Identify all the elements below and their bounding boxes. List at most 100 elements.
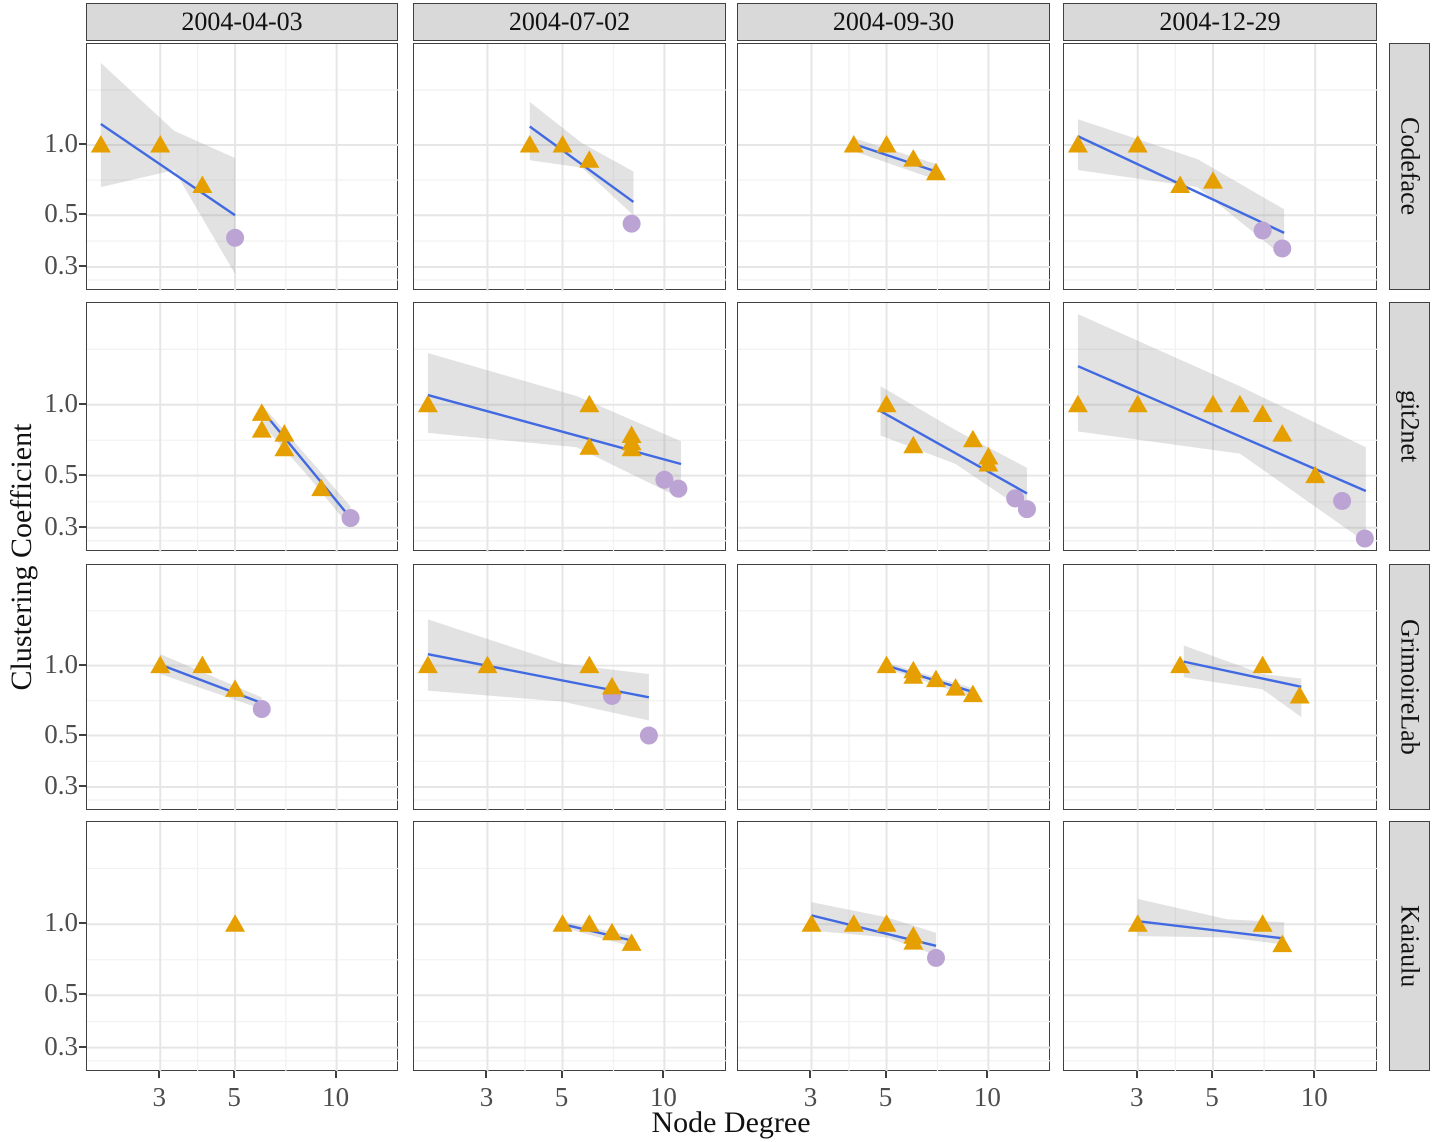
x-tick-label: 3 (803, 1082, 818, 1112)
facet-col-label-2004-09-30: 2004-09-30 (737, 3, 1050, 41)
panel-canvas (738, 822, 1051, 1072)
y-tick-label: 0.5 (44, 198, 78, 229)
x-tick-label: 5 (227, 1082, 241, 1112)
facet-col-label-2004-04-03: 2004-04-03 (86, 3, 398, 41)
data-point-triangle (1203, 394, 1224, 413)
x-tick-mark (158, 1071, 161, 1078)
panel-Codeface-2004-12-29 (1063, 43, 1378, 291)
data-point-triangle (925, 162, 946, 181)
panel-canvas (1064, 822, 1378, 1072)
panel-canvas (87, 303, 399, 552)
y-tick-label: 1.0 (44, 387, 78, 418)
data-point-triangle (1252, 404, 1273, 422)
data-point-triangle (192, 175, 213, 194)
x-tick-mark (334, 1071, 337, 1078)
data-point-triangle (311, 478, 332, 497)
data-point-circle (252, 700, 271, 719)
data-point-circle (1355, 529, 1374, 548)
data-point-triangle (477, 655, 498, 674)
data-point-triangle (1252, 655, 1273, 674)
data-point-triangle (903, 666, 924, 684)
data-point-triangle (601, 922, 622, 941)
confidence-band (1183, 645, 1302, 718)
x-tick-label: 10 (649, 1082, 677, 1112)
confidence-band (427, 353, 682, 499)
trend-line (853, 142, 937, 173)
data-point-triangle (903, 149, 924, 167)
data-point-triangle (843, 134, 864, 153)
data-point-triangle (1127, 134, 1148, 153)
panel-GrimoireLab-2004-07-02 (413, 564, 727, 811)
y-tick-label: 0.3 (44, 510, 78, 541)
data-point-triangle (417, 655, 438, 674)
panel-Codeface-2004-09-30 (737, 43, 1051, 291)
y-tick-mark (79, 142, 86, 145)
panel-canvas (1064, 303, 1378, 552)
trend-line (1137, 919, 1285, 940)
data-point-triangle (621, 933, 642, 951)
x-tick-mark (809, 1071, 812, 1078)
data-point-triangle (801, 914, 822, 932)
panel-git2net-2004-09-30 (737, 302, 1051, 552)
data-point-triangle (1170, 655, 1191, 674)
data-point-triangle (1289, 685, 1310, 704)
x-tick-label: 10 (973, 1082, 1001, 1112)
x-tick-label: 5 (554, 1082, 569, 1112)
data-point-triangle (876, 134, 897, 153)
data-point-triangle (876, 394, 897, 413)
data-point-triangle (90, 134, 111, 153)
data-point-triangle (876, 914, 897, 932)
x-tick-label: 5 (1205, 1082, 1219, 1112)
data-point-circle (639, 726, 658, 745)
confidence-band (427, 619, 649, 721)
data-point-triangle (1229, 394, 1250, 413)
data-point-triangle (1170, 175, 1191, 194)
y-tick-mark (79, 525, 86, 528)
data-point-triangle (945, 678, 966, 696)
data-point-triangle (1252, 914, 1273, 932)
data-point-triangle (579, 394, 600, 413)
x-tick-mark (986, 1071, 989, 1078)
data-point-triangle (1127, 394, 1148, 413)
panel-canvas (738, 303, 1051, 552)
x-tick-label: 3 (152, 1082, 166, 1112)
data-point-triangle (274, 438, 295, 457)
panel-canvas (738, 44, 1051, 291)
y-tick-label: 1.0 (44, 127, 78, 158)
data-point-triangle (925, 669, 946, 688)
data-point-circle (1253, 221, 1272, 240)
data-point-triangle (225, 679, 246, 697)
x-tick-mark (1211, 1071, 1213, 1078)
data-point-triangle (601, 676, 622, 695)
y-tick-label: 1.0 (44, 648, 78, 679)
y-tick-mark (79, 264, 86, 267)
facet-row-label-git2net: git2net (1389, 302, 1430, 551)
x-tick-mark (1313, 1071, 1316, 1078)
y-tick-label: 0.5 (44, 458, 78, 489)
data-point-circle (926, 948, 945, 967)
data-point-triangle (903, 435, 924, 454)
trend-line (260, 409, 352, 519)
panel-GrimoireLab-2004-12-29 (1063, 564, 1378, 811)
x-tick-mark (884, 1071, 887, 1078)
facet-row-label-Kaiaulu: Kaiaulu (1389, 821, 1430, 1071)
y-tick-label: 0.5 (44, 978, 78, 1009)
panel-canvas (87, 565, 399, 811)
facet-row-label-Codeface: Codeface (1389, 43, 1430, 290)
data-point-triangle (1067, 134, 1088, 153)
panel-Kaiaulu-2004-07-02 (413, 821, 727, 1072)
trend-line (100, 123, 236, 217)
y-tick-mark (79, 785, 86, 788)
panel-canvas (1064, 565, 1378, 811)
y-tick-label: 0.3 (44, 770, 78, 801)
facet-row-label-GrimoireLab: GrimoireLab (1389, 564, 1430, 810)
confidence-band (529, 101, 634, 216)
trend-line (1183, 660, 1302, 689)
data-point-triangle (978, 454, 999, 472)
x-tick-mark (1135, 1071, 1138, 1078)
panel-git2net-2004-12-29 (1063, 302, 1378, 552)
trend-line (159, 663, 263, 705)
x-tick-label: 5 (878, 1082, 893, 1112)
panel-canvas (414, 565, 727, 811)
